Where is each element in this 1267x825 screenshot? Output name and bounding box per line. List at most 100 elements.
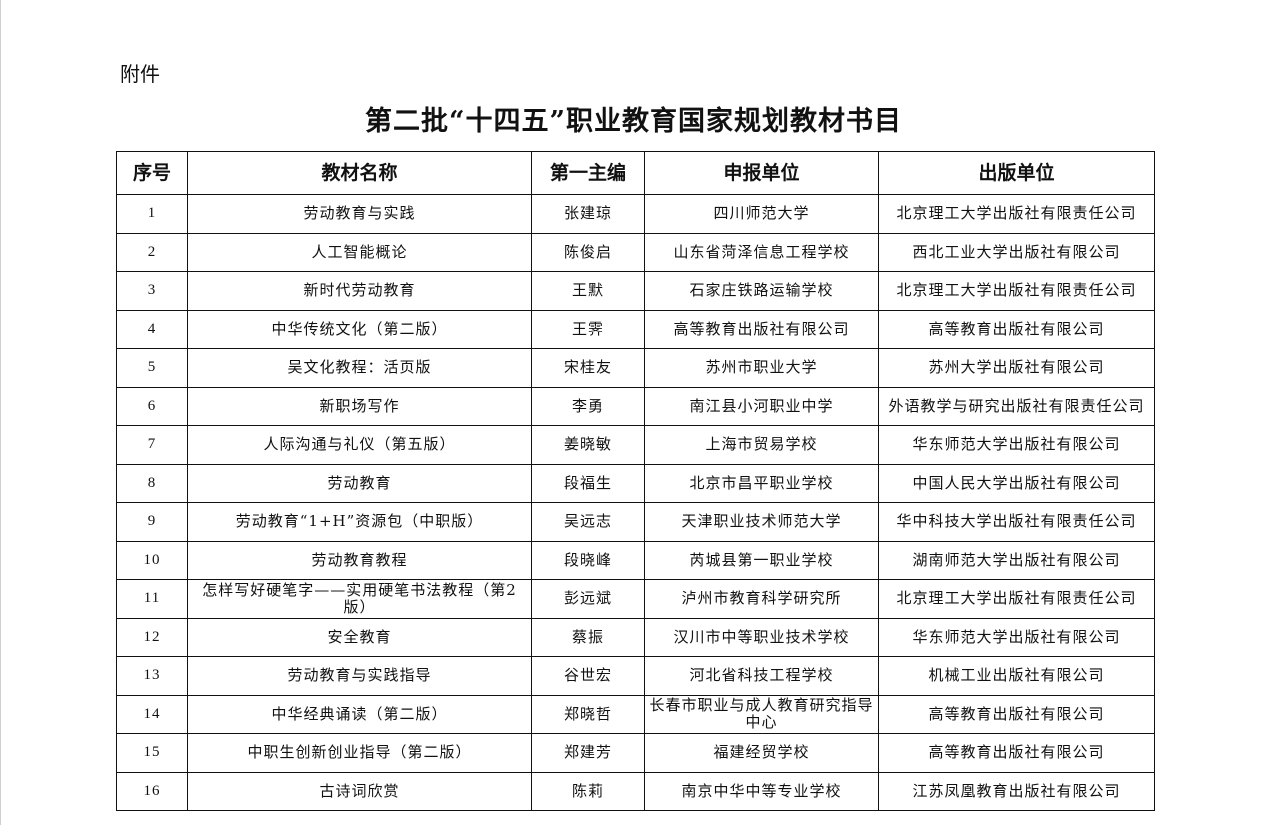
cell-applicant-unit: 苏州市职业大学 bbox=[644, 348, 879, 388]
table-row: 15 中职生创新创业指导（第二版） 郑建芳 福建经贸学校 高等教育出版社有限公司 bbox=[116, 733, 1155, 773]
cell-chief-editor: 宋桂友 bbox=[531, 348, 645, 388]
header-textbook-name: 教材名称 bbox=[187, 151, 532, 195]
table-row: 5 吴文化教程：活页版 宋桂友 苏州市职业大学 苏州大学出版社有限公司 bbox=[116, 348, 1155, 388]
table-row: 11 怎样写好硬笔字——实用硬笔书法教程（第2版） 彭远斌 泸州市教育科学研究所 北京理… bbox=[116, 579, 1155, 619]
cell-textbook-name: 怎样写好硬笔字——实用硬笔书法教程（第2版） bbox=[187, 579, 532, 619]
cell-publisher: 湖南师范大学出版社有限公司 bbox=[878, 540, 1155, 580]
table-row: 13 劳动教育与实践指导 谷世宏 河北省科技工程学校 机械工业出版社有限公司 bbox=[116, 656, 1155, 696]
cell-publisher: 北京理工大学出版社有限责任公司 bbox=[878, 194, 1155, 234]
cell-index: 6 bbox=[116, 386, 188, 426]
cell-index: 7 bbox=[116, 425, 188, 465]
cell-textbook-name: 劳动教育教程 bbox=[187, 540, 532, 580]
cell-applicant-unit: 长春市职业与成人教育研究指导中心 bbox=[644, 694, 879, 734]
cell-index: 12 bbox=[116, 617, 188, 657]
table-row: 9 劳动教育“1+H”资源包（中职版） 吴远志 天津职业技术师范大学 华中科技大学出版社… bbox=[116, 502, 1155, 542]
cell-applicant-unit: 北京市昌平职业学校 bbox=[644, 463, 879, 503]
cell-applicant-unit: 芮城县第一职业学校 bbox=[644, 540, 879, 580]
textbook-table: 序号 教材名称 第一主编 申报单位 出版单位 1 劳动教育与实践 张建琼 四川师范大学… bbox=[116, 151, 1155, 811]
cell-textbook-name: 新职场写作 bbox=[187, 386, 532, 426]
cell-index: 2 bbox=[116, 232, 188, 272]
cell-index: 10 bbox=[116, 540, 188, 580]
cell-applicant-unit: 石家庄铁路运输学校 bbox=[644, 271, 879, 311]
cell-chief-editor: 郑建芳 bbox=[531, 733, 645, 773]
cell-chief-editor: 姜晓敏 bbox=[531, 425, 645, 465]
cell-applicant-unit: 四川师范大学 bbox=[644, 194, 879, 234]
header-publisher: 出版单位 bbox=[878, 151, 1155, 195]
cell-index: 3 bbox=[116, 271, 188, 311]
cell-textbook-name: 中华传统文化（第二版） bbox=[187, 309, 532, 349]
cell-chief-editor: 段福生 bbox=[531, 463, 645, 503]
cell-textbook-name: 古诗词欣赏 bbox=[187, 771, 532, 811]
header-index: 序号 bbox=[116, 151, 188, 195]
table-row: 8 劳动教育 段福生 北京市昌平职业学校 中国人民大学出版社有限公司 bbox=[116, 463, 1155, 503]
cell-textbook-name: 中职生创新创业指导（第二版） bbox=[187, 733, 532, 773]
cell-index: 11 bbox=[116, 579, 188, 619]
cell-chief-editor: 陈俊启 bbox=[531, 232, 645, 272]
cell-applicant-unit: 河北省科技工程学校 bbox=[644, 656, 879, 696]
cell-publisher: 外语教学与研究出版社有限责任公司 bbox=[878, 386, 1155, 426]
cell-applicant-unit: 南江县小河职业中学 bbox=[644, 386, 879, 426]
cell-applicant-unit: 天津职业技术师范大学 bbox=[644, 502, 879, 542]
header-chief-editor: 第一主编 bbox=[531, 151, 645, 195]
cell-index: 9 bbox=[116, 502, 188, 542]
table-row: 6 新职场写作 李勇 南江县小河职业中学 外语教学与研究出版社有限责任公司 bbox=[116, 386, 1155, 426]
cell-textbook-name: 新时代劳动教育 bbox=[187, 271, 532, 311]
cell-applicant-unit: 高等教育出版社有限公司 bbox=[644, 309, 879, 349]
cell-chief-editor: 张建琼 bbox=[531, 194, 645, 234]
cell-index: 15 bbox=[116, 733, 188, 773]
cell-index: 16 bbox=[116, 771, 188, 811]
cell-chief-editor: 郑晓哲 bbox=[531, 694, 645, 734]
cell-chief-editor: 蔡振 bbox=[531, 617, 645, 657]
cell-applicant-unit: 福建经贸学校 bbox=[644, 733, 879, 773]
cell-applicant-unit: 南京中华中等专业学校 bbox=[644, 771, 879, 811]
table-row: 1 劳动教育与实践 张建琼 四川师范大学 北京理工大学出版社有限责任公司 bbox=[116, 194, 1155, 234]
cell-textbook-name: 人工智能概论 bbox=[187, 232, 532, 272]
cell-index: 13 bbox=[116, 656, 188, 696]
table-header-row: 序号 教材名称 第一主编 申报单位 出版单位 bbox=[116, 151, 1155, 195]
cell-textbook-name: 劳动教育 bbox=[187, 463, 532, 503]
cell-chief-editor: 陈莉 bbox=[531, 771, 645, 811]
cell-publisher: 西北工业大学出版社有限公司 bbox=[878, 232, 1155, 272]
cell-textbook-name: 劳动教育“1+H”资源包（中职版） bbox=[187, 502, 532, 542]
cell-chief-editor: 段晓峰 bbox=[531, 540, 645, 580]
cell-textbook-name: 中华经典诵读（第二版） bbox=[187, 694, 532, 734]
cell-textbook-name: 吴文化教程：活页版 bbox=[187, 348, 532, 388]
table-body: 1 劳动教育与实践 张建琼 四川师范大学 北京理工大学出版社有限责任公司 2 人工智能概论陈… bbox=[116, 194, 1155, 811]
cell-textbook-name: 安全教育 bbox=[187, 617, 532, 657]
table-row: 12 安全教育 蔡振 汉川市中等职业技术学校 华东师范大学出版社有限公司 bbox=[116, 617, 1155, 657]
cell-index: 1 bbox=[116, 194, 188, 234]
cell-chief-editor: 李勇 bbox=[531, 386, 645, 426]
table-row: 14 中华经典诵读（第二版） 郑晓哲 长春市职业与成人教育研究指导中心 高等教育出版社有… bbox=[116, 694, 1155, 734]
cell-textbook-name: 人际沟通与礼仪（第五版） bbox=[187, 425, 532, 465]
cell-textbook-name: 劳动教育与实践指导 bbox=[187, 656, 532, 696]
cell-chief-editor: 吴远志 bbox=[531, 502, 645, 542]
table-row: 4 中华传统文化（第二版） 王霁 高等教育出版社有限公司 高等教育出版社有限公司 bbox=[116, 309, 1155, 349]
table-row: 3 新时代劳动教育 王默 石家庄铁路运输学校 北京理工大学出版社有限责任公司 bbox=[116, 271, 1155, 311]
cell-textbook-name: 劳动教育与实践 bbox=[187, 194, 532, 234]
cell-applicant-unit: 泸州市教育科学研究所 bbox=[644, 579, 879, 619]
cell-chief-editor: 谷世宏 bbox=[531, 656, 645, 696]
cell-chief-editor: 王霁 bbox=[531, 309, 645, 349]
cell-publisher: 机械工业出版社有限公司 bbox=[878, 656, 1155, 696]
cell-index: 8 bbox=[116, 463, 188, 503]
cell-index: 5 bbox=[116, 348, 188, 388]
cell-applicant-unit: 汉川市中等职业技术学校 bbox=[644, 617, 879, 657]
cell-publisher: 华中科技大学出版社有限责任公司 bbox=[878, 502, 1155, 542]
cell-publisher: 高等教育出版社有限公司 bbox=[878, 309, 1155, 349]
cell-publisher: 北京理工大学出版社有限责任公司 bbox=[878, 579, 1155, 619]
table-row: 16 古诗词欣赏 陈莉 南京中华中等专业学校 江苏凤凰教育出版社有限公司 bbox=[116, 771, 1155, 811]
cell-publisher: 江苏凤凰教育出版社有限公司 bbox=[878, 771, 1155, 811]
cell-index: 14 bbox=[116, 694, 188, 734]
cell-index: 4 bbox=[116, 309, 188, 349]
cell-applicant-unit: 上海市贸易学校 bbox=[644, 425, 879, 465]
cell-publisher: 华东师范大学出版社有限公司 bbox=[878, 617, 1155, 657]
table-row: 2 人工智能概论 陈俊启 山东省菏泽信息工程学校 西北工业大学出版社有限公司 bbox=[116, 232, 1155, 272]
table-row: 7 人际沟通与礼仪（第五版） 姜晓敏 上海市贸易学校 华东师范大学出版社有限公司 bbox=[116, 425, 1155, 465]
cell-publisher: 北京理工大学出版社有限责任公司 bbox=[878, 271, 1155, 311]
cell-publisher: 中国人民大学出版社有限公司 bbox=[878, 463, 1155, 503]
cell-publisher: 高等教育出版社有限公司 bbox=[878, 733, 1155, 773]
cell-applicant-unit: 山东省菏泽信息工程学校 bbox=[644, 232, 879, 272]
cell-publisher: 高等教育出版社有限公司 bbox=[878, 694, 1155, 734]
page-edge bbox=[0, 0, 1, 825]
document-title: 第二批“十四五”职业教育国家规划教材书目 bbox=[364, 106, 903, 137]
